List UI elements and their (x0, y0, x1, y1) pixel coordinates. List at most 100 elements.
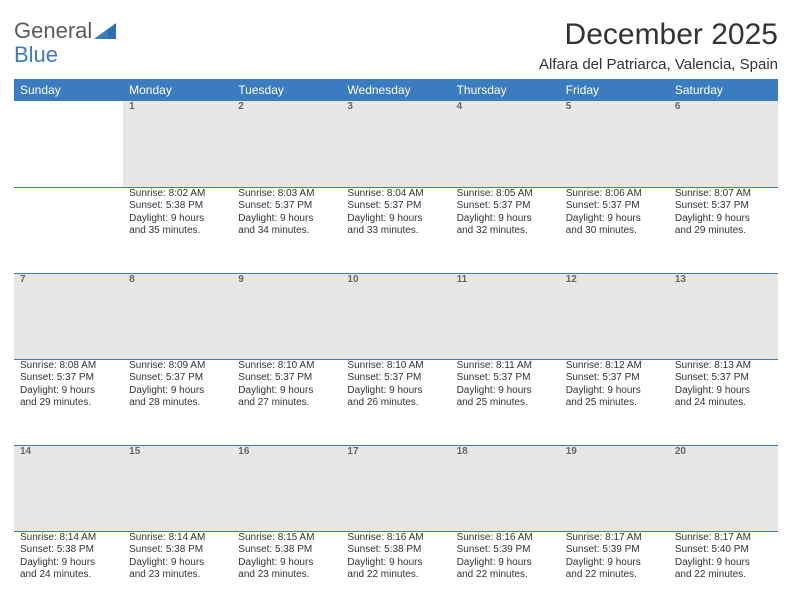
daylight-line: and 22 minutes. (566, 569, 663, 582)
logo-text-2: Blue (14, 42, 58, 68)
sunset-line: Sunset: 5:37 PM (457, 372, 554, 385)
day-cell: Sunrise: 8:17 AMSunset: 5:39 PMDaylight:… (560, 531, 669, 612)
sunset-line: Sunset: 5:37 PM (675, 200, 772, 213)
day-cell: Sunrise: 8:10 AMSunset: 5:37 PMDaylight:… (341, 359, 450, 445)
daylight-line: and 32 minutes. (457, 225, 554, 238)
day-cell: Sunrise: 8:14 AMSunset: 5:38 PMDaylight:… (14, 531, 123, 612)
daylight-line: Daylight: 9 hours (457, 557, 554, 570)
day-number-cell: 18 (451, 445, 560, 531)
sunrise-line: Sunrise: 8:15 AM (238, 532, 335, 545)
daylight-line: and 26 minutes. (347, 397, 444, 410)
day-number-cell: 11 (451, 273, 560, 359)
daylight-line: Daylight: 9 hours (675, 213, 772, 226)
week-row: Sunrise: 8:14 AMSunset: 5:38 PMDaylight:… (14, 531, 778, 612)
daylight-line: Daylight: 9 hours (457, 385, 554, 398)
day-number-cell: 15 (123, 445, 232, 531)
weekday-header-row: Sunday Monday Tuesday Wednesday Thursday… (14, 79, 778, 101)
sunset-line: Sunset: 5:37 PM (238, 372, 335, 385)
day-cell: Sunrise: 8:07 AMSunset: 5:37 PMDaylight:… (669, 187, 778, 273)
day-number-cell: 14 (14, 445, 123, 531)
weekday-header: Tuesday (232, 79, 341, 101)
sunset-line: Sunset: 5:38 PM (347, 544, 444, 557)
daylight-line: Daylight: 9 hours (347, 557, 444, 570)
calendar-page: General December 2025 Alfara del Patriar… (0, 0, 792, 612)
daylight-line: Daylight: 9 hours (347, 385, 444, 398)
page-title: December 2025 (539, 18, 778, 52)
daylight-line: Daylight: 9 hours (129, 385, 226, 398)
daylight-line: and 30 minutes. (566, 225, 663, 238)
day-number-cell: 7 (14, 273, 123, 359)
sunrise-line: Sunrise: 8:17 AM (675, 532, 772, 545)
weekday-header: Monday (123, 79, 232, 101)
day-cell: Sunrise: 8:03 AMSunset: 5:37 PMDaylight:… (232, 187, 341, 273)
day-cell: Sunrise: 8:10 AMSunset: 5:37 PMDaylight:… (232, 359, 341, 445)
day-number-row: 78910111213 (14, 273, 778, 359)
daylight-line: and 27 minutes. (238, 397, 335, 410)
day-cell: Sunrise: 8:09 AMSunset: 5:37 PMDaylight:… (123, 359, 232, 445)
day-number-cell: 12 (560, 273, 669, 359)
page-subtitle: Alfara del Patriarca, Valencia, Spain (539, 56, 778, 73)
daylight-line: Daylight: 9 hours (238, 385, 335, 398)
day-cell: Sunrise: 8:13 AMSunset: 5:37 PMDaylight:… (669, 359, 778, 445)
day-number-cell: 9 (232, 273, 341, 359)
logo-triangle-icon (94, 23, 116, 39)
sunset-line: Sunset: 5:38 PM (238, 544, 335, 557)
day-cell: Sunrise: 8:12 AMSunset: 5:37 PMDaylight:… (560, 359, 669, 445)
sunset-line: Sunset: 5:37 PM (238, 200, 335, 213)
sunrise-line: Sunrise: 8:11 AM (457, 360, 554, 373)
sunrise-line: Sunrise: 8:13 AM (675, 360, 772, 373)
weekday-header: Saturday (669, 79, 778, 101)
daylight-line: and 25 minutes. (566, 397, 663, 410)
weekday-header: Thursday (451, 79, 560, 101)
daylight-line: and 24 minutes. (675, 397, 772, 410)
daylight-line: and 35 minutes. (129, 225, 226, 238)
day-number-cell: 13 (669, 273, 778, 359)
daylight-line: Daylight: 9 hours (675, 385, 772, 398)
day-number-row: 14151617181920 (14, 445, 778, 531)
daylight-line: and 23 minutes. (238, 569, 335, 582)
sunrise-line: Sunrise: 8:16 AM (457, 532, 554, 545)
day-number-cell: 5 (560, 101, 669, 187)
day-cell: Sunrise: 8:17 AMSunset: 5:40 PMDaylight:… (669, 531, 778, 612)
daylight-line: Daylight: 9 hours (347, 213, 444, 226)
daylight-line: Daylight: 9 hours (20, 385, 117, 398)
sunset-line: Sunset: 5:38 PM (20, 544, 117, 557)
sunset-line: Sunset: 5:37 PM (347, 372, 444, 385)
sunset-line: Sunset: 5:37 PM (566, 372, 663, 385)
day-number-cell: 17 (341, 445, 450, 531)
daylight-line: and 33 minutes. (347, 225, 444, 238)
daylight-line: Daylight: 9 hours (566, 213, 663, 226)
sunrise-line: Sunrise: 8:12 AM (566, 360, 663, 373)
sunrise-line: Sunrise: 8:04 AM (347, 188, 444, 201)
day-cell: Sunrise: 8:02 AMSunset: 5:38 PMDaylight:… (123, 187, 232, 273)
page-header: General December 2025 Alfara del Patriar… (14, 18, 778, 73)
sunset-line: Sunset: 5:37 PM (457, 200, 554, 213)
week-row: Sunrise: 8:08 AMSunset: 5:37 PMDaylight:… (14, 359, 778, 445)
daylight-line: Daylight: 9 hours (238, 213, 335, 226)
daylight-line: and 22 minutes. (457, 569, 554, 582)
day-number-cell: 3 (341, 101, 450, 187)
day-number-cell (14, 101, 123, 187)
day-number-cell: 20 (669, 445, 778, 531)
day-number-cell: 19 (560, 445, 669, 531)
sunset-line: Sunset: 5:37 PM (20, 372, 117, 385)
week-row: Sunrise: 8:02 AMSunset: 5:38 PMDaylight:… (14, 187, 778, 273)
sunrise-line: Sunrise: 8:16 AM (347, 532, 444, 545)
day-cell: Sunrise: 8:14 AMSunset: 5:38 PMDaylight:… (123, 531, 232, 612)
logo-text-1: General (14, 18, 92, 44)
day-cell (14, 187, 123, 273)
day-cell: Sunrise: 8:15 AMSunset: 5:38 PMDaylight:… (232, 531, 341, 612)
sunrise-line: Sunrise: 8:09 AM (129, 360, 226, 373)
sunset-line: Sunset: 5:37 PM (675, 372, 772, 385)
day-number-row: 123456 (14, 101, 778, 187)
sunrise-line: Sunrise: 8:07 AM (675, 188, 772, 201)
title-block: December 2025 Alfara del Patriarca, Vale… (539, 18, 778, 73)
weekday-header: Wednesday (341, 79, 450, 101)
sunrise-line: Sunrise: 8:17 AM (566, 532, 663, 545)
weekday-header: Sunday (14, 79, 123, 101)
sunset-line: Sunset: 5:37 PM (347, 200, 444, 213)
day-cell: Sunrise: 8:16 AMSunset: 5:39 PMDaylight:… (451, 531, 560, 612)
sunset-line: Sunset: 5:39 PM (566, 544, 663, 557)
sunset-line: Sunset: 5:40 PM (675, 544, 772, 557)
daylight-line: and 25 minutes. (457, 397, 554, 410)
